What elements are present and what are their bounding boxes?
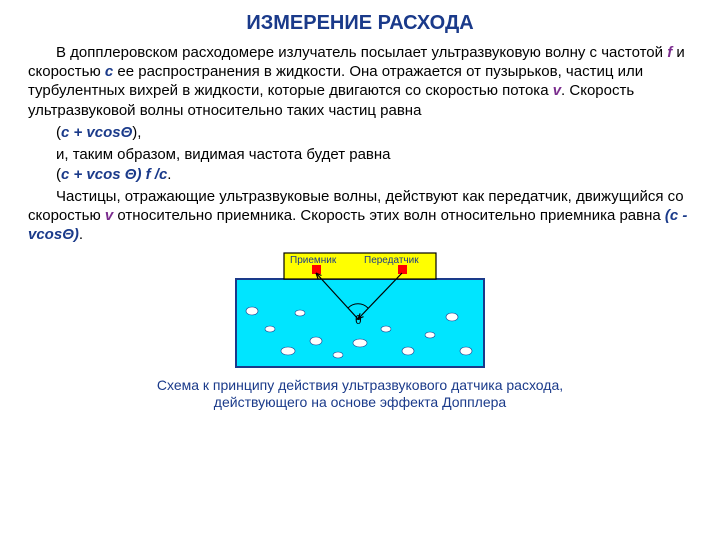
formula-1: (c + vcosΘ), bbox=[56, 124, 692, 141]
paragraph-3: Частицы, отражающие ультразвуковые волны… bbox=[28, 187, 692, 245]
doppler-diagram-svg: Приемник Передатчик θ bbox=[230, 251, 490, 371]
paragraph-2: и, таким образом, видимая частота будет … bbox=[28, 145, 692, 164]
f1-expr: c + vcosΘ bbox=[61, 124, 132, 141]
page-title: ИЗМЕРЕНИЕ РАСХОДА bbox=[28, 12, 692, 35]
paragraph-1: В допплеровском расходомере излучатель п… bbox=[28, 43, 692, 120]
p3-dot: . bbox=[79, 226, 83, 243]
f1-close: ), bbox=[132, 124, 141, 141]
formula-2: (c + vcos Θ) f /c. bbox=[56, 166, 692, 183]
p1-t1: В допплеровском расходомере излучатель п… bbox=[56, 44, 667, 61]
p1-t3: ее распространения в жидкости. Она отраж… bbox=[28, 63, 643, 99]
caption-line1: Схема к принципу действия ультразвуковог… bbox=[157, 377, 563, 393]
f2-expr: c + vcos Θ) f /c bbox=[61, 166, 167, 183]
diagram-caption: Схема к принципу действия ультразвуковог… bbox=[28, 377, 692, 412]
diagram: Приемник Передатчик θ bbox=[28, 251, 692, 371]
var-v: v bbox=[553, 82, 561, 99]
p3-t2: относительно приемника. Скорость этих во… bbox=[113, 207, 665, 224]
caption-line2: действующего на основе эффекта Допплера bbox=[214, 394, 506, 410]
svg-text:θ: θ bbox=[355, 313, 362, 327]
var-c: c bbox=[105, 63, 113, 80]
svg-text:Приемник: Приемник bbox=[290, 255, 337, 266]
f2-dot: . bbox=[167, 166, 171, 183]
var-v-2: v bbox=[105, 207, 113, 224]
svg-text:Передатчик: Передатчик bbox=[364, 255, 419, 266]
page: ИЗМЕРЕНИЕ РАСХОДА В допплеровском расход… bbox=[0, 0, 720, 420]
